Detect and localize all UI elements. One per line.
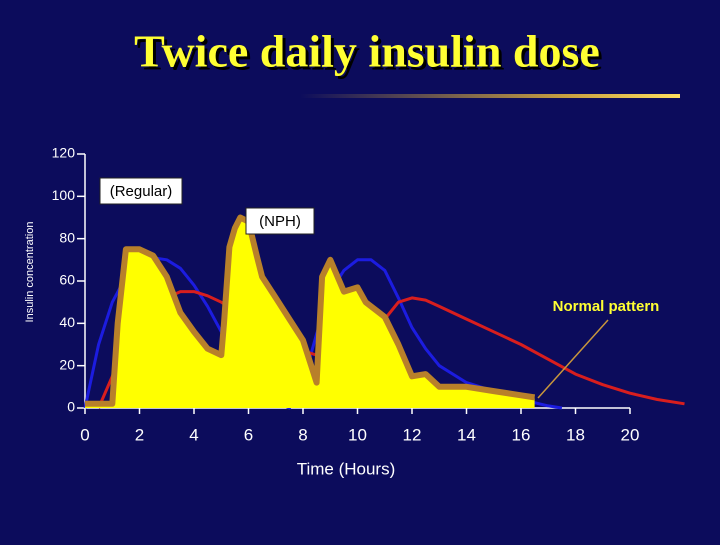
- x-tick-label: 6: [244, 425, 253, 444]
- y-tick-label: 100: [52, 187, 76, 203]
- label-box: [245, 207, 315, 235]
- x-tick-label: 10: [348, 425, 367, 444]
- label-pointer: [537, 319, 609, 399]
- x-axis-title: Time (Hours): [297, 459, 396, 478]
- y-tick-label: 20: [59, 356, 75, 372]
- plot: 0 20 40 60 80 100 120 0 2 4 6 8 10 12 14 16 18 20 (Regular…: [52, 145, 685, 444]
- x-tick-label: 14: [457, 425, 476, 444]
- chart-title: Twice daily insulin dose: [134, 26, 600, 77]
- title-shadow: Twice daily insulin dose: [137, 29, 603, 80]
- area-fill: [85, 217, 535, 408]
- y-tick-label: 0: [67, 399, 75, 415]
- y-axis-title: Insulin concentration: [24, 222, 36, 323]
- x-tick-label: 16: [512, 425, 531, 444]
- series-label: (NPH): [259, 213, 301, 230]
- series-line: [85, 214, 536, 407]
- x-tick-label: 4: [189, 425, 198, 444]
- series-label: (Regular): [110, 183, 173, 200]
- x-tick-label: 2: [135, 425, 144, 444]
- label-box: [99, 177, 183, 205]
- x-tick-label: 8: [298, 425, 307, 444]
- series-label: Normal pattern: [553, 298, 660, 315]
- y-tick-label: 120: [52, 145, 76, 161]
- x-tick-label: 0: [80, 425, 89, 444]
- decoration: [300, 94, 680, 98]
- y-tick-label: 80: [59, 229, 75, 245]
- y-tick-label: 40: [59, 314, 75, 330]
- x-tick-label: 12: [403, 425, 422, 444]
- x-tick-label: 18: [566, 425, 585, 444]
- x-tick-label: 20: [621, 425, 640, 444]
- y-tick-label: 60: [59, 272, 75, 288]
